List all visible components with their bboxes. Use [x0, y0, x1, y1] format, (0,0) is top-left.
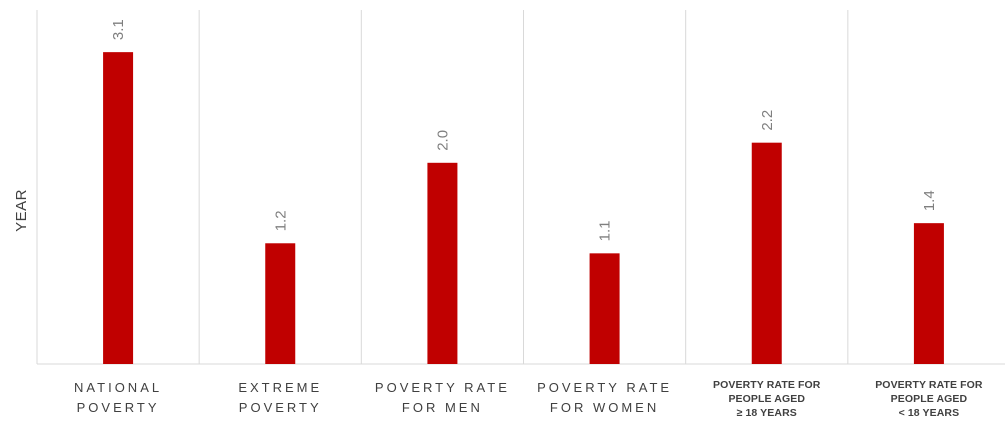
x-tick-label-1-line-1: POVERTY — [238, 400, 322, 415]
bar-5 — [913, 223, 944, 364]
x-tick-label-1: EXTREME POVERTY — [199, 378, 361, 418]
x-tick-label-2-line-1: FOR MEN — [401, 400, 483, 415]
data-label-0: 3.1 — [110, 19, 127, 40]
x-tick-label-4-line-2: ≥ 18 YEARS — [736, 407, 797, 419]
x-tick-label-4: POVERTY RATE FOR PEOPLE AGED ≥ 18 YEARS — [686, 378, 848, 420]
x-tick-label-4-line-0: POVERTY RATE FOR — [713, 379, 821, 391]
x-tick-label-3-line-0: POVERTY RATE — [537, 380, 673, 395]
x-tick-label-5: POVERTY RATE FOR PEOPLE AGED < 18 YEARS — [848, 378, 1005, 420]
bar-3 — [589, 253, 620, 364]
x-tick-label-5-line-0: POVERTY RATE FOR — [875, 379, 983, 391]
x-tick-label-0: NATIONAL POVERTY — [37, 378, 199, 418]
data-label-5: 1.4 — [921, 190, 938, 211]
data-label-2: 2.0 — [434, 130, 451, 151]
bar-2 — [427, 162, 458, 364]
x-tick-label-2-line-0: POVERTY RATE — [374, 380, 510, 395]
data-label-4: 2.2 — [759, 110, 776, 131]
x-tick-label-5-line-2: < 18 YEARS — [898, 407, 960, 419]
x-tick-label-2: POVERTY RATE FOR MEN — [361, 378, 523, 418]
data-label-3: 1.1 — [597, 220, 614, 241]
bar-0 — [103, 52, 134, 364]
data-label-1: 1.2 — [272, 210, 289, 231]
bar-4 — [751, 142, 782, 364]
x-tick-label-0-line-0: NATIONAL — [74, 380, 163, 395]
bar-1 — [265, 243, 296, 364]
x-tick-label-4-line-1: PEOPLE AGED — [728, 393, 806, 405]
x-tick-label-0-line-1: POVERTY — [76, 400, 160, 415]
x-tick-label-3-line-1: FOR WOMEN — [549, 400, 660, 415]
x-tick-label-5-line-1: PEOPLE AGED — [890, 393, 968, 405]
x-tick-label-1-line-0: EXTREME — [238, 380, 323, 395]
x-tick-label-3: POVERTY RATE FOR WOMEN — [524, 378, 686, 418]
